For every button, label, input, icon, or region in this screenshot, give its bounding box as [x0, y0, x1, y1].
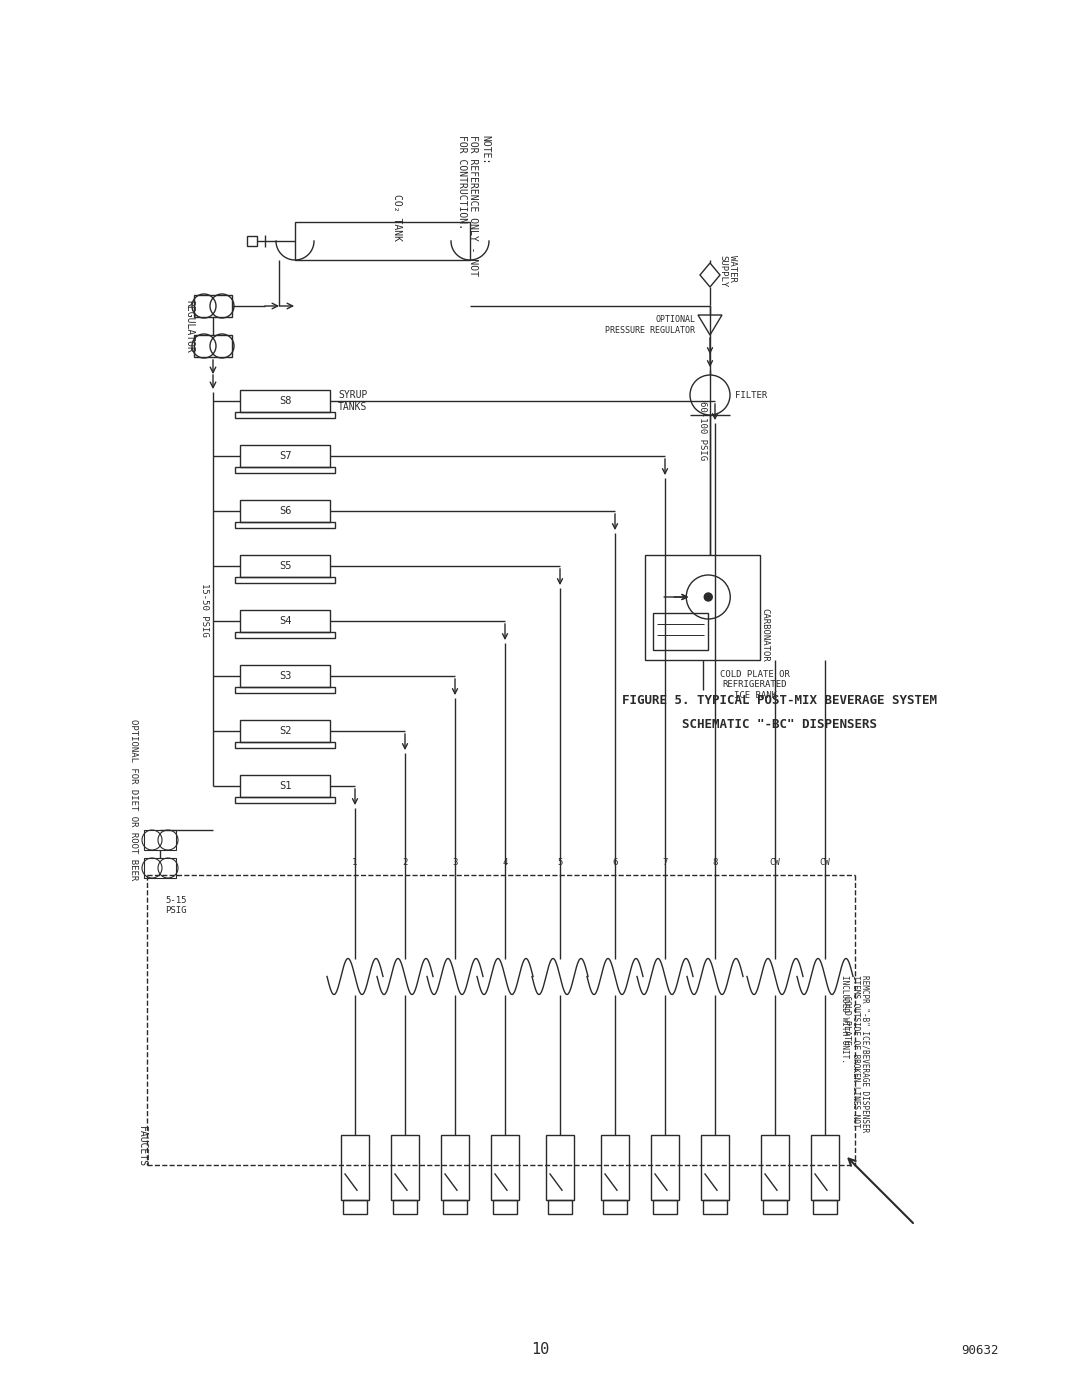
Bar [653, 1200, 677, 1214]
Text: S4: S4 [279, 616, 292, 626]
Bar [247, 236, 257, 246]
Bar [548, 1200, 572, 1214]
Text: S8: S8 [279, 395, 292, 407]
Text: 5: 5 [557, 858, 563, 868]
Text: 6: 6 [612, 858, 618, 868]
Bar [441, 1134, 469, 1200]
Text: CARBONATOR: CARBONATOR [760, 608, 769, 661]
Bar [235, 467, 335, 474]
Text: OPTIONAL FOR DIET OR ROOT BEER: OPTIONAL FOR DIET OR ROOT BEER [129, 719, 137, 880]
Bar [491, 1134, 519, 1200]
Bar [391, 1134, 419, 1200]
Bar [813, 1200, 837, 1214]
Text: SYRUP
TANKS: SYRUP TANKS [338, 390, 367, 412]
Bar [295, 222, 470, 260]
Text: 7: 7 [662, 858, 667, 868]
Bar [240, 500, 330, 522]
Text: S2: S2 [279, 726, 292, 736]
Bar [240, 775, 330, 798]
Bar [651, 1134, 679, 1200]
Bar [240, 610, 330, 631]
Bar [762, 1200, 787, 1214]
Text: OPTIONAL
PRESSURE REGULATOR: OPTIONAL PRESSURE REGULATOR [605, 316, 696, 335]
Circle shape [704, 592, 712, 601]
Bar [240, 665, 330, 687]
Bar [546, 1134, 573, 1200]
Bar [240, 446, 330, 467]
Text: CW: CW [770, 858, 781, 868]
Text: S5: S5 [279, 562, 292, 571]
Bar [240, 719, 330, 742]
Bar [240, 390, 330, 412]
Bar [492, 1200, 517, 1214]
Bar [144, 830, 176, 849]
Text: COLD PLATE: COLD PLATE [842, 995, 851, 1045]
Text: S7: S7 [279, 451, 292, 461]
Bar [443, 1200, 467, 1214]
Bar [235, 631, 335, 638]
Text: NOTE:
FOR REFERENCE ONLY - NOT
FOR CONTRUCTION.: NOTE: FOR REFERENCE ONLY - NOT FOR CONTR… [457, 136, 490, 277]
Bar [235, 522, 335, 528]
Text: WATER
SUPPLY: WATER SUPPLY [718, 256, 738, 288]
Text: 90632: 90632 [961, 1344, 999, 1356]
Text: 15-50 PSIG: 15-50 PSIG [201, 583, 210, 637]
Bar [235, 577, 335, 583]
Text: 10: 10 [531, 1343, 549, 1358]
Bar [343, 1200, 367, 1214]
Text: REMCPR "-B" ICE/BEVERAGE DISPENSER
ITEMS OUTSIDE OF BROKEN LINES NOT
INCLUDED WI: REMCPR "-B" ICE/BEVERAGE DISPENSER ITEMS… [840, 975, 870, 1132]
Text: 3: 3 [453, 858, 458, 868]
Bar [811, 1134, 839, 1200]
Bar [194, 295, 232, 317]
Bar [653, 613, 708, 650]
Bar [703, 1200, 727, 1214]
Text: FILTER: FILTER [735, 391, 767, 400]
Bar [194, 335, 232, 358]
Text: COLD PLATE OR
REFRIGERATED
ICE BANK: COLD PLATE OR REFRIGERATED ICE BANK [720, 671, 789, 700]
Text: 60-100 PSIG: 60-100 PSIG [698, 401, 706, 460]
Text: FIGURE 5. TYPICAL POST-MIX BEVERAGE SYSTEM: FIGURE 5. TYPICAL POST-MIX BEVERAGE SYST… [622, 693, 937, 707]
Text: REGULATOR: REGULATOR [184, 299, 194, 352]
Bar [235, 412, 335, 418]
Bar [235, 798, 335, 803]
Text: CO₂ TANK: CO₂ TANK [392, 194, 403, 240]
Text: SCHEMATIC "-BC" DISPENSERS: SCHEMATIC "-BC" DISPENSERS [683, 718, 877, 732]
Text: CW: CW [820, 858, 831, 868]
Text: S1: S1 [279, 781, 292, 791]
Bar [393, 1200, 417, 1214]
Bar [240, 555, 330, 577]
Bar [603, 1200, 627, 1214]
Bar [235, 687, 335, 693]
Bar [144, 858, 176, 877]
Bar [600, 1134, 629, 1200]
Text: FAUCETS: FAUCETS [137, 1126, 147, 1168]
Bar [235, 742, 335, 747]
Bar [341, 1134, 369, 1200]
Text: 1: 1 [352, 858, 357, 868]
Bar [761, 1134, 789, 1200]
Text: 2: 2 [403, 858, 407, 868]
Text: 5-15
PSIG: 5-15 PSIG [165, 895, 187, 915]
Text: 4: 4 [502, 858, 508, 868]
Bar [645, 555, 760, 659]
Text: S3: S3 [279, 671, 292, 680]
Text: 8: 8 [713, 858, 718, 868]
Text: S6: S6 [279, 506, 292, 515]
Bar [701, 1134, 729, 1200]
